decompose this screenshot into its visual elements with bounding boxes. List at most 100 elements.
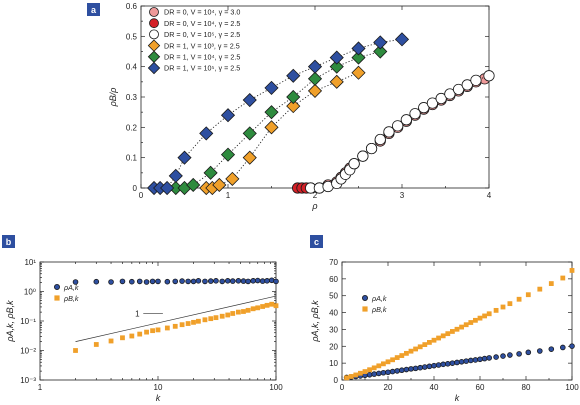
data-point (569, 343, 575, 349)
y-tick-label: 10⁰ (24, 288, 36, 297)
y-tick-label: 10⁻² (20, 347, 36, 356)
data-point (435, 362, 442, 368)
data-point (250, 278, 256, 284)
data-point (143, 279, 150, 285)
data-point (473, 317, 478, 323)
data-point (470, 74, 482, 86)
data-point (348, 374, 354, 379)
legend-marker (54, 295, 60, 301)
panel-b-legend: ρA,k ρB,k (54, 283, 79, 303)
data-point (264, 80, 279, 95)
data-point (241, 309, 246, 314)
y-tick-label: 30 (329, 325, 338, 334)
data-point (482, 313, 487, 319)
x-axis-label: ρ (311, 201, 317, 211)
data-point (569, 268, 575, 273)
data-point (93, 278, 100, 285)
y-tick-label: 10⁻³ (20, 376, 36, 385)
y-axis-label: ρA,k, ρB,k (5, 300, 15, 343)
legend-marker (147, 39, 161, 52)
legend-label: ρA,k (371, 294, 387, 303)
legend-label: DR = 0, V = 10⁴, γ = 2.5 (164, 19, 240, 28)
panel-c: c 0 20 40 60 80 100 0 10 20 30 40 50 60 70 k ρA,k, ρB,k… (310, 235, 579, 403)
data-point (186, 177, 201, 193)
panel-c-label: c (314, 237, 319, 247)
data-point (191, 319, 196, 325)
data-point (486, 355, 493, 361)
data-point (73, 348, 78, 353)
x-tick-label: 80 (522, 383, 531, 392)
data-point (144, 329, 149, 335)
data-point (452, 83, 465, 96)
panel-a-label-box (87, 3, 100, 16)
data-point (129, 278, 135, 285)
data-point (421, 364, 428, 370)
x-tick-label: 100 (269, 383, 283, 392)
y-tick-label: 0.4 (126, 63, 138, 72)
legend-marker (147, 50, 161, 63)
legend-label: DR = 0, V = 10⁴, γ = 3.0 (164, 8, 240, 17)
data-point (500, 353, 506, 359)
data-point (409, 108, 421, 120)
data-point (400, 114, 412, 126)
data-point (220, 147, 236, 162)
data-point (108, 279, 114, 285)
data-point (373, 35, 388, 50)
data-point (224, 278, 231, 284)
data-point (560, 275, 566, 281)
x-tick-label: 2 (313, 191, 318, 200)
panel-b: b 1 10 100 10⁻³ 10⁻² 10⁻¹ 10⁰ 10¹ k ρA,k, ρB,k 1 ρ… (2, 235, 283, 403)
data-point (264, 120, 279, 135)
data-point (516, 296, 522, 302)
x-tick-label: 4 (487, 191, 492, 200)
data-point (516, 351, 522, 357)
data-point (136, 278, 143, 285)
data-point (202, 278, 208, 285)
data-point (440, 333, 446, 339)
x-tick-label: 40 (430, 383, 439, 392)
data-point (367, 367, 372, 373)
data-point (260, 304, 266, 309)
y-tick-label: 50 (329, 292, 338, 301)
data-point (351, 50, 366, 65)
y-axis-label: ρA,k, ρB,k (310, 300, 320, 343)
data-point (422, 342, 428, 347)
data-point (208, 316, 214, 322)
panel-a-plot-area: 0 1 2 3 4 0 0.1 0.2 0.3 0.4 0.5 0.6 ρ ρB/ρ (108, 2, 495, 211)
data-point (559, 344, 566, 351)
y-tick-label: 0 (334, 376, 339, 385)
data-point (373, 44, 388, 59)
data-point (137, 331, 143, 337)
data-point (483, 70, 495, 82)
data-point (507, 301, 513, 307)
x-tick-label: 0 (139, 191, 144, 200)
data-point (160, 180, 175, 196)
data-point (408, 366, 414, 372)
data-point (72, 279, 79, 285)
data-point (155, 278, 161, 285)
data-point (150, 328, 156, 334)
data-point (486, 311, 492, 317)
data-point (435, 92, 447, 105)
data-point (408, 348, 414, 354)
data-point (286, 89, 301, 105)
data-point (255, 305, 261, 311)
data-point (225, 312, 231, 318)
legend-marker (149, 29, 159, 40)
legend-label: DR = 1, V = 10⁴, γ = 2.5 (164, 53, 240, 62)
data-point (548, 281, 554, 286)
legend-label: ρB,k (371, 305, 387, 314)
slope-reference-line (75, 295, 277, 342)
data-point (477, 315, 483, 321)
data-point (329, 74, 344, 89)
data-point (403, 366, 410, 373)
data-point (444, 88, 456, 100)
panel-b-label-box (2, 235, 15, 248)
data-point (93, 342, 99, 347)
y-tick-label: 0 (133, 184, 138, 193)
data-point (493, 354, 499, 360)
data-point (493, 307, 499, 313)
x-axis-label: k (455, 393, 460, 403)
data-point (329, 50, 344, 65)
